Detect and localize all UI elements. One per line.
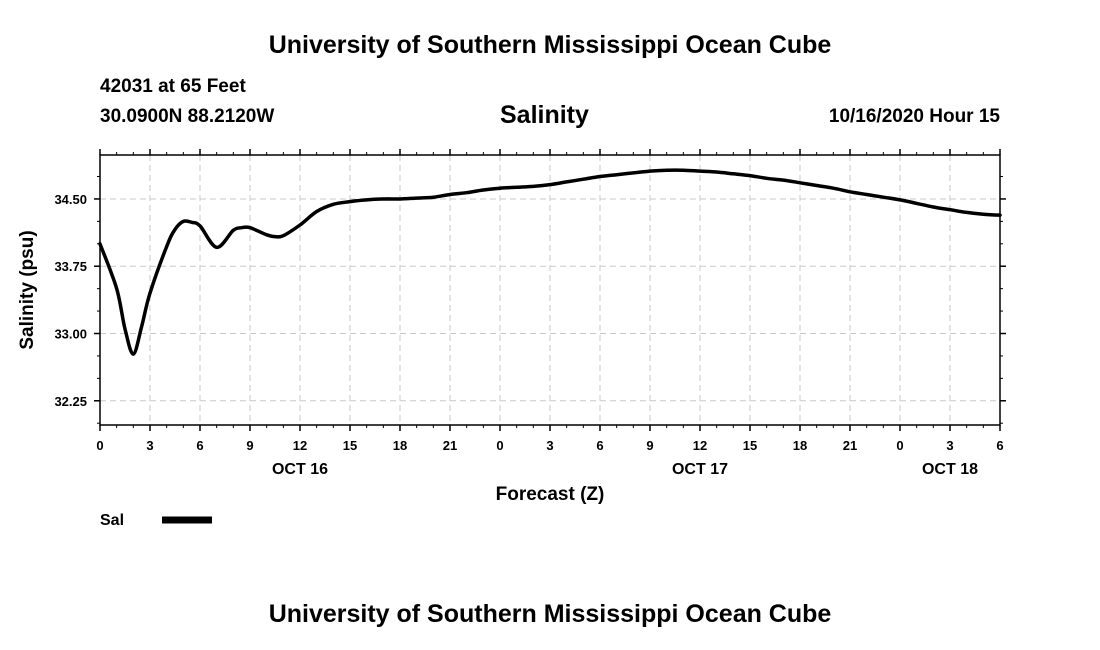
- x-tick-label: 3: [546, 438, 553, 453]
- footer-title: University of Southern Mississippi Ocean…: [268, 600, 832, 628]
- axis-labels: 0 3 6 9 12 15 18 21 0 3 6 9 12 15 18 21 0 3 6 32.25 33.00 33.…: [54, 192, 1003, 478]
- axis-ticks: [94, 149, 1006, 431]
- x-tick-label: 15: [743, 438, 757, 453]
- y-tick-label: 34.50: [54, 192, 87, 207]
- grid-lines: [100, 155, 1000, 425]
- x-tick-label: 18: [393, 438, 407, 453]
- x-tick-label: 3: [146, 438, 153, 453]
- date-label: OCT 17: [672, 461, 728, 478]
- date-label: OCT 16: [272, 461, 328, 478]
- station-label: 42031 at 65 Feet: [100, 76, 246, 97]
- location-label: 30.0900N 88.2120W: [100, 106, 275, 127]
- x-tick-label: 12: [293, 438, 307, 453]
- x-tick-label: 3: [946, 438, 953, 453]
- x-tick-label: 0: [896, 438, 903, 453]
- date-label: OCT 18: [922, 461, 978, 478]
- y-tick-label: 32.25: [54, 394, 87, 409]
- x-tick-label: 9: [246, 438, 253, 453]
- x-tick-label: 21: [843, 438, 857, 453]
- y-tick-label: 33.75: [54, 259, 87, 274]
- y-axis-label: Salinity (psu): [17, 230, 38, 349]
- x-tick-label: 21: [443, 438, 457, 453]
- x-tick-label: 6: [996, 438, 1003, 453]
- y-tick-label: 33.00: [54, 327, 87, 342]
- x-tick-label: 0: [496, 438, 503, 453]
- chart-title: University of Southern Mississippi Ocean…: [268, 31, 832, 59]
- x-tick-label: 6: [596, 438, 603, 453]
- x-tick-label: 12: [693, 438, 707, 453]
- x-tick-label: 9: [646, 438, 653, 453]
- x-tick-label: 6: [196, 438, 203, 453]
- salinity-line: [98, 168, 1002, 356]
- x-tick-label: 18: [793, 438, 807, 453]
- x-tick-label: 0: [96, 438, 103, 453]
- x-axis-label: Forecast (Z): [496, 484, 605, 505]
- run-time-label: 10/16/2020 Hour 15: [828, 106, 1000, 127]
- variable-title: Salinity: [500, 101, 589, 129]
- x-tick-label: 15: [343, 438, 357, 453]
- legend-label: Sal: [100, 512, 124, 529]
